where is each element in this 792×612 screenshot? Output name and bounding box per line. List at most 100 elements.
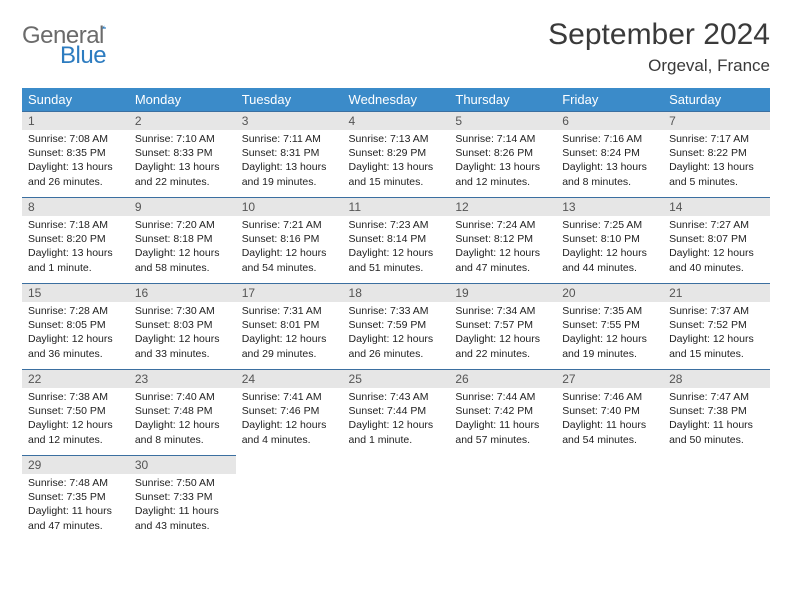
sunset-line: Sunset: 7:35 PM [28, 490, 123, 504]
calendar-cell: 22Sunrise: 7:38 AMSunset: 7:50 PMDayligh… [22, 370, 129, 456]
day-details: Sunrise: 7:31 AMSunset: 8:01 PMDaylight:… [236, 302, 343, 367]
day-number: 30 [129, 456, 236, 474]
sunrise-line: Sunrise: 7:48 AM [28, 476, 123, 490]
sunrise-line: Sunrise: 7:20 AM [135, 218, 230, 232]
day-number: 19 [449, 284, 556, 302]
daylight-line: Daylight: 12 hours and 51 minutes. [349, 246, 444, 274]
daylight-line: Daylight: 12 hours and 29 minutes. [242, 332, 337, 360]
daylight-line: Daylight: 12 hours and 12 minutes. [28, 418, 123, 446]
sunrise-line: Sunrise: 7:33 AM [349, 304, 444, 318]
sunset-line: Sunset: 8:10 PM [562, 232, 657, 246]
sunset-line: Sunset: 8:29 PM [349, 146, 444, 160]
day-number: 20 [556, 284, 663, 302]
sunrise-line: Sunrise: 7:13 AM [349, 132, 444, 146]
day-number: 24 [236, 370, 343, 388]
sunrise-line: Sunrise: 7:37 AM [669, 304, 764, 318]
calendar-row: 22Sunrise: 7:38 AMSunset: 7:50 PMDayligh… [22, 370, 770, 456]
day-details: Sunrise: 7:08 AMSunset: 8:35 PMDaylight:… [22, 130, 129, 195]
day-number: 18 [343, 284, 450, 302]
sunrise-line: Sunrise: 7:23 AM [349, 218, 444, 232]
day-number: 12 [449, 198, 556, 216]
calendar-cell: 12Sunrise: 7:24 AMSunset: 8:12 PMDayligh… [449, 198, 556, 284]
calendar-cell: 6Sunrise: 7:16 AMSunset: 8:24 PMDaylight… [556, 112, 663, 198]
day-number: 26 [449, 370, 556, 388]
weekday-header: Sunday [22, 88, 129, 112]
daylight-line: Daylight: 13 hours and 22 minutes. [135, 160, 230, 188]
sunset-line: Sunset: 8:33 PM [135, 146, 230, 160]
day-number: 21 [663, 284, 770, 302]
daylight-line: Daylight: 12 hours and 22 minutes. [455, 332, 550, 360]
sunrise-line: Sunrise: 7:35 AM [562, 304, 657, 318]
sunset-line: Sunset: 8:01 PM [242, 318, 337, 332]
day-number: 9 [129, 198, 236, 216]
calendar-cell: 14Sunrise: 7:27 AMSunset: 8:07 PMDayligh… [663, 198, 770, 284]
day-number: 11 [343, 198, 450, 216]
calendar-cell [449, 456, 556, 542]
daylight-line: Daylight: 11 hours and 54 minutes. [562, 418, 657, 446]
day-details: Sunrise: 7:13 AMSunset: 8:29 PMDaylight:… [343, 130, 450, 195]
sunrise-line: Sunrise: 7:31 AM [242, 304, 337, 318]
sunrise-line: Sunrise: 7:28 AM [28, 304, 123, 318]
sunset-line: Sunset: 8:35 PM [28, 146, 123, 160]
day-details: Sunrise: 7:27 AMSunset: 8:07 PMDaylight:… [663, 216, 770, 281]
sunset-line: Sunset: 8:20 PM [28, 232, 123, 246]
day-number: 17 [236, 284, 343, 302]
calendar-cell: 7Sunrise: 7:17 AMSunset: 8:22 PMDaylight… [663, 112, 770, 198]
day-details: Sunrise: 7:34 AMSunset: 7:57 PMDaylight:… [449, 302, 556, 367]
day-number: 3 [236, 112, 343, 130]
daylight-line: Daylight: 12 hours and 19 minutes. [562, 332, 657, 360]
day-number: 14 [663, 198, 770, 216]
sunset-line: Sunset: 8:24 PM [562, 146, 657, 160]
calendar-cell: 16Sunrise: 7:30 AMSunset: 8:03 PMDayligh… [129, 284, 236, 370]
calendar-cell: 24Sunrise: 7:41 AMSunset: 7:46 PMDayligh… [236, 370, 343, 456]
calendar-cell: 27Sunrise: 7:46 AMSunset: 7:40 PMDayligh… [556, 370, 663, 456]
daylight-line: Daylight: 12 hours and 15 minutes. [669, 332, 764, 360]
daylight-line: Daylight: 12 hours and 8 minutes. [135, 418, 230, 446]
day-details: Sunrise: 7:11 AMSunset: 8:31 PMDaylight:… [236, 130, 343, 195]
day-details: Sunrise: 7:48 AMSunset: 7:35 PMDaylight:… [22, 474, 129, 539]
sunrise-line: Sunrise: 7:34 AM [455, 304, 550, 318]
daylight-line: Daylight: 12 hours and 26 minutes. [349, 332, 444, 360]
daylight-line: Daylight: 12 hours and 47 minutes. [455, 246, 550, 274]
calendar-cell: 3Sunrise: 7:11 AMSunset: 8:31 PMDaylight… [236, 112, 343, 198]
daylight-line: Daylight: 11 hours and 57 minutes. [455, 418, 550, 446]
calendar: SundayMondayTuesdayWednesdayThursdayFrid… [22, 88, 770, 542]
calendar-cell: 8 Sunrise: 7:18 AMSunset: 8:20 PMDaylight… [22, 198, 129, 284]
sunrise-line: Sunrise: 7:08 AM [28, 132, 123, 146]
calendar-cell: 9Sunrise: 7:20 AMSunset: 8:18 PMDaylight… [129, 198, 236, 284]
day-details: Sunrise: 7:20 AMSunset: 8:18 PMDaylight:… [129, 216, 236, 281]
weekday-header: Saturday [663, 88, 770, 112]
day-details: Sunrise: 7:16 AMSunset: 8:24 PMDaylight:… [556, 130, 663, 195]
sunset-line: Sunset: 8:31 PM [242, 146, 337, 160]
calendar-row: 1Sunrise: 7:08 AMSunset: 8:35 PMDaylight… [22, 112, 770, 198]
daylight-line: Daylight: 13 hours and 1 minute. [28, 246, 123, 274]
day-details: Sunrise: 7:28 AMSunset: 8:05 PMDaylight:… [22, 302, 129, 367]
day-number: 8 [22, 198, 129, 216]
sunrise-line: Sunrise: 7:41 AM [242, 390, 337, 404]
daylight-line: Daylight: 11 hours and 50 minutes. [669, 418, 764, 446]
sunset-line: Sunset: 7:52 PM [669, 318, 764, 332]
day-number: 5 [449, 112, 556, 130]
calendar-cell: 25Sunrise: 7:43 AMSunset: 7:44 PMDayligh… [343, 370, 450, 456]
sunrise-line: Sunrise: 7:10 AM [135, 132, 230, 146]
sunrise-line: Sunrise: 7:18 AM [28, 218, 123, 232]
day-details: Sunrise: 7:35 AMSunset: 7:55 PMDaylight:… [556, 302, 663, 367]
sunrise-line: Sunrise: 7:50 AM [135, 476, 230, 490]
daylight-line: Daylight: 12 hours and 40 minutes. [669, 246, 764, 274]
day-details: Sunrise: 7:41 AMSunset: 7:46 PMDaylight:… [236, 388, 343, 453]
calendar-cell [556, 456, 663, 542]
day-number: 15 [22, 284, 129, 302]
day-details: Sunrise: 7:40 AMSunset: 7:48 PMDaylight:… [129, 388, 236, 453]
calendar-cell [236, 456, 343, 542]
daylight-line: Daylight: 13 hours and 26 minutes. [28, 160, 123, 188]
daylight-line: Daylight: 11 hours and 47 minutes. [28, 504, 123, 532]
sunrise-line: Sunrise: 7:11 AM [242, 132, 337, 146]
day-details: Sunrise: 7:14 AMSunset: 8:26 PMDaylight:… [449, 130, 556, 195]
day-details: Sunrise: 7:23 AMSunset: 8:14 PMDaylight:… [343, 216, 450, 281]
daylight-line: Daylight: 12 hours and 4 minutes. [242, 418, 337, 446]
calendar-cell: 30Sunrise: 7:50 AMSunset: 7:33 PMDayligh… [129, 456, 236, 542]
sunset-line: Sunset: 7:50 PM [28, 404, 123, 418]
weekday-header: Tuesday [236, 88, 343, 112]
sunset-line: Sunset: 8:12 PM [455, 232, 550, 246]
sunrise-line: Sunrise: 7:44 AM [455, 390, 550, 404]
